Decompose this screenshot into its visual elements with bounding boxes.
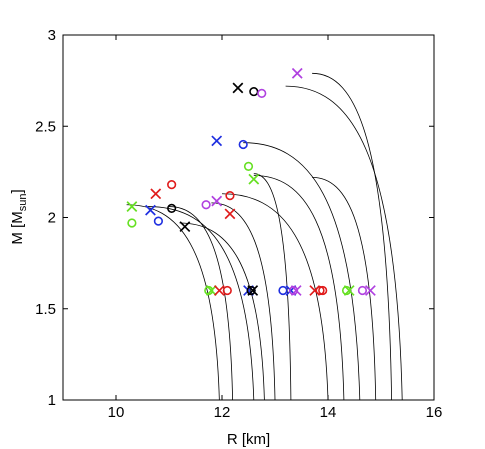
mass-radius-curve-4 xyxy=(211,202,276,401)
cross-marker-17 xyxy=(211,195,223,207)
circle-marker-34 xyxy=(318,285,328,296)
y-axis-label: M [Msun] xyxy=(9,189,29,244)
cross-marker-36 xyxy=(343,285,355,296)
circle-marker-23 xyxy=(222,285,232,296)
circle-marker-28 xyxy=(278,285,288,296)
cross-marker-27 xyxy=(247,285,259,296)
cross-marker-0 xyxy=(232,82,244,94)
cross-marker-7 xyxy=(248,173,260,185)
cross-marker-38 xyxy=(364,285,376,296)
tick-labels: 10 12 14 16 1 1.5 2 2.5 3 xyxy=(35,27,442,421)
cross-marker-10 xyxy=(126,201,138,212)
cross-marker-4 xyxy=(211,135,223,147)
circle-marker-13 xyxy=(153,216,163,226)
circle-marker-37 xyxy=(357,285,368,296)
cross-marker-22 xyxy=(213,285,225,296)
mass-radius-curves xyxy=(126,72,403,401)
mass-radius-curve-3 xyxy=(168,206,233,401)
cross-marker-3 xyxy=(291,67,303,79)
x-tick-label-3: 16 xyxy=(426,404,443,421)
data-markers xyxy=(126,67,376,296)
circle-marker-11 xyxy=(127,218,137,228)
cross-marker-15 xyxy=(179,221,191,233)
cross-marker-31 xyxy=(290,285,302,296)
circle-marker-1 xyxy=(249,86,259,97)
mass-radius-curve-11 xyxy=(312,176,377,401)
y-tick-label-2: 2 xyxy=(48,210,56,227)
mass-radius-curve-2 xyxy=(179,222,265,401)
circle-marker-2 xyxy=(257,88,267,98)
x-tick-label-0: 10 xyxy=(108,404,125,421)
x-axis-label: R [km] xyxy=(227,431,270,448)
plot-frame xyxy=(62,34,435,401)
x-tick-label-2: 14 xyxy=(320,404,337,421)
mass-radius-curve-0 xyxy=(126,204,220,401)
mass-radius-curve-7 xyxy=(253,175,345,401)
y-axis-label-close: ] xyxy=(9,189,26,193)
axis-ticks xyxy=(63,34,435,401)
mass-radius-curve-9 xyxy=(285,85,403,401)
circle-marker-33 xyxy=(315,285,325,296)
circle-marker-18 xyxy=(225,191,235,201)
cross-marker-19 xyxy=(224,208,236,220)
y-tick-label-0: 1 xyxy=(48,392,56,409)
mass-radius-curve-6 xyxy=(221,193,329,401)
y-tick-label-3: 2.5 xyxy=(35,118,56,135)
circle-marker-6 xyxy=(243,161,254,171)
circle-marker-9 xyxy=(167,180,177,190)
mass-radius-curve-10 xyxy=(312,72,392,401)
x-tick-label-1: 12 xyxy=(214,404,231,421)
y-tick-label-1: 1.5 xyxy=(35,301,56,318)
mass-radius-curve-1 xyxy=(147,206,255,401)
cross-marker-8 xyxy=(150,188,162,200)
mass-radius-curve-8 xyxy=(243,142,361,401)
circle-marker-5 xyxy=(238,139,248,150)
y-axis-label-sub: sun xyxy=(17,194,29,212)
circle-marker-26 xyxy=(246,285,256,296)
cross-marker-12 xyxy=(145,204,156,216)
y-tick-label-4: 3 xyxy=(48,27,56,44)
y-axis-label-base: M [M xyxy=(9,211,26,244)
circle-marker-16 xyxy=(201,200,211,210)
circle-marker-14 xyxy=(167,203,177,213)
cross-marker-21 xyxy=(205,285,217,296)
